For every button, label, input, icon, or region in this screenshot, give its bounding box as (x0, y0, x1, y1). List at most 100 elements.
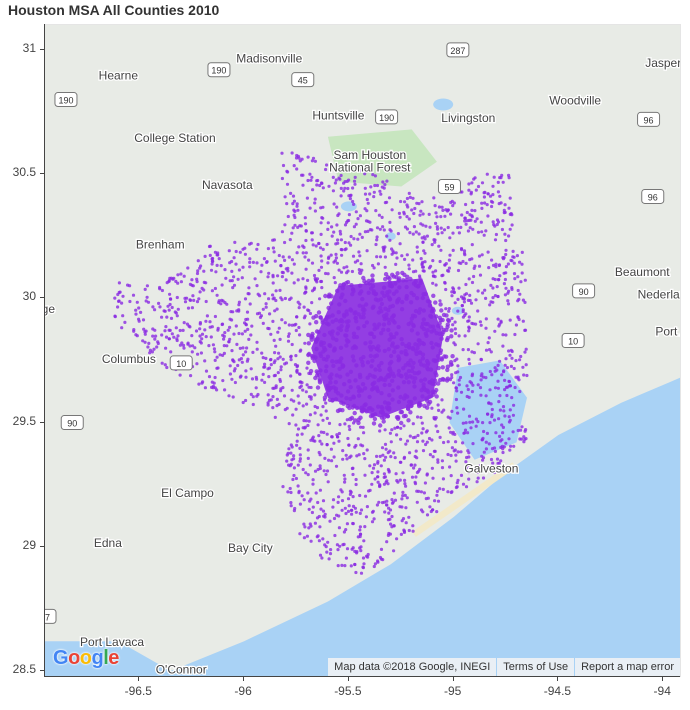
data-point (240, 360, 244, 364)
data-point (139, 310, 143, 314)
data-point (412, 225, 416, 229)
data-point (188, 298, 193, 302)
data-point (249, 392, 253, 396)
data-point (453, 320, 457, 324)
data-point (465, 210, 469, 215)
data-point (474, 298, 478, 302)
data-point (342, 189, 346, 193)
terms-of-use-link[interactable]: Terms of Use (497, 658, 575, 676)
data-point (520, 250, 524, 254)
data-point (440, 398, 444, 402)
data-point (275, 307, 279, 311)
data-point (256, 242, 260, 247)
data-point (324, 271, 328, 276)
data-point (359, 545, 363, 549)
data-point (430, 438, 434, 442)
data-point (507, 415, 511, 419)
data-point (281, 271, 285, 275)
data-point (385, 479, 389, 483)
data-point (494, 431, 498, 435)
data-point (176, 334, 180, 338)
data-point (523, 437, 527, 441)
data-point (347, 178, 351, 182)
data-point (351, 254, 356, 258)
data-point (230, 377, 234, 381)
data-point (195, 362, 199, 366)
data-point (368, 413, 374, 419)
data-point (442, 354, 447, 359)
data-point (415, 456, 419, 460)
data-point (460, 304, 464, 308)
data-point (480, 206, 484, 210)
data-point (405, 196, 409, 201)
data-point (485, 203, 489, 207)
data-point (254, 386, 258, 390)
data-point (493, 449, 497, 453)
data-point (390, 525, 394, 529)
data-point (520, 271, 524, 275)
data-point (480, 181, 485, 185)
data-point (466, 465, 470, 469)
data-point (313, 197, 317, 201)
data-point (285, 459, 289, 463)
data-point (466, 229, 470, 233)
data-point (231, 358, 235, 363)
data-point (495, 285, 499, 289)
highway-shield (437, 179, 461, 195)
data-point (451, 323, 455, 327)
data-point (347, 443, 351, 447)
data-point (350, 466, 354, 471)
data-point (520, 262, 524, 266)
data-point (142, 327, 146, 331)
data-point (137, 319, 141, 323)
data-point (445, 335, 450, 341)
data-point (250, 324, 254, 328)
data-point (359, 262, 363, 266)
data-point (466, 319, 470, 323)
data-point (276, 274, 280, 278)
data-point (283, 408, 287, 412)
data-point (255, 261, 259, 265)
data-point (482, 450, 486, 454)
data-point (427, 266, 432, 270)
map-canvas[interactable]: 287190451901909659969010109087Madisonvil… (45, 25, 680, 676)
data-point (424, 442, 428, 447)
data-point (433, 417, 437, 421)
data-point (272, 374, 276, 378)
data-point (317, 241, 321, 246)
data-point (170, 305, 174, 310)
data-point (388, 228, 392, 232)
data-point (198, 290, 202, 294)
data-point (117, 281, 121, 285)
data-point (306, 332, 311, 338)
data-point (271, 281, 275, 285)
data-point (342, 530, 346, 534)
data-point (292, 466, 296, 470)
data-point (516, 428, 520, 433)
data-point (305, 402, 309, 406)
data-point (381, 180, 385, 184)
data-point (421, 212, 425, 216)
data-point (168, 297, 173, 301)
data-point (283, 258, 287, 262)
data-point (306, 178, 310, 183)
data-point (365, 505, 369, 509)
data-point (504, 265, 508, 269)
data-point (479, 374, 483, 378)
data-point (247, 337, 251, 341)
x-tick-label: -94.5 (543, 684, 572, 698)
data-point (232, 256, 236, 260)
data-point (308, 463, 312, 467)
data-point (332, 455, 336, 459)
data-point (484, 229, 488, 233)
data-point (420, 236, 424, 240)
data-point (298, 302, 302, 306)
report-map-error-link[interactable]: Report a map error (575, 658, 680, 676)
map-plot-area[interactable]: 287190451901909659969010109087Madisonvil… (44, 24, 681, 677)
data-point (296, 427, 301, 431)
data-point (174, 326, 178, 330)
data-point (113, 315, 117, 319)
data-point (330, 234, 334, 238)
place-label: Columbus (102, 352, 156, 366)
data-point (378, 227, 382, 231)
